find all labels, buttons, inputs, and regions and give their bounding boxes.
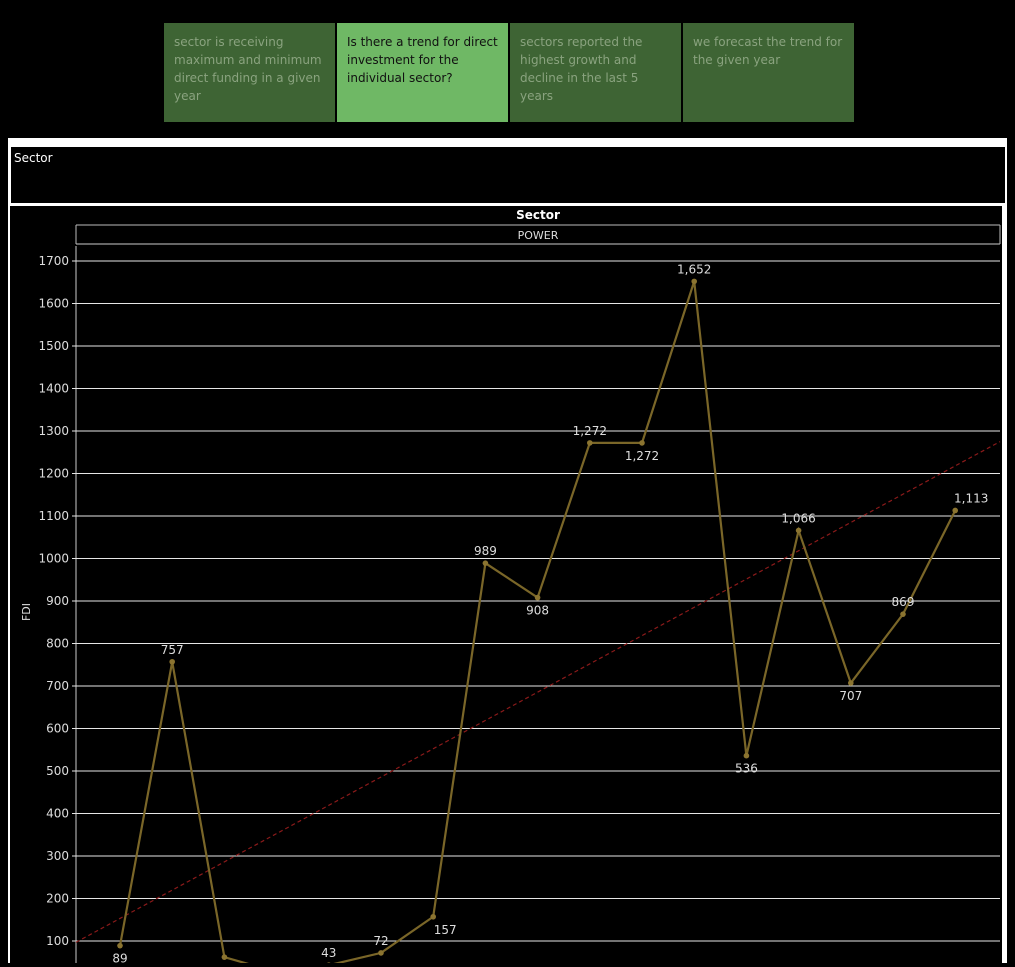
data-label: 1,066 [781, 511, 815, 525]
data-point [169, 658, 175, 665]
y-tick-label: 900 [46, 594, 69, 608]
tab-growth-decline[interactable]: sectors reported the highest growth and … [510, 23, 681, 122]
chart-area: Sector POWER FDI 100 200 300 400 500 600 700 80… [10, 206, 1002, 967]
y-tick-label: 100 [46, 934, 69, 948]
y-tick-label: 700 [46, 679, 69, 693]
trend-line [75, 441, 1001, 943]
y-tick-label: 800 [46, 637, 69, 651]
data-point [534, 594, 541, 601]
y-tick-label: 1500 [38, 339, 69, 353]
header-title: Sector [516, 208, 560, 222]
data-point [430, 913, 437, 920]
fdi-line-chart: Sector POWER FDI 100 200 300 400 500 600 700 80… [20, 208, 1001, 967]
data-point [482, 560, 489, 566]
data-label: 707 [839, 689, 862, 703]
data-label: 989 [474, 544, 497, 558]
data-label: 157 [434, 923, 457, 937]
data-point [952, 507, 958, 514]
data-label: 757 [161, 643, 184, 657]
data-point [691, 278, 697, 285]
data-label: 536 [735, 762, 758, 776]
y-tick-label: 1700 [38, 254, 69, 268]
data-point [900, 611, 906, 617]
tab-trend-direct-investment[interactable]: Is there a trend for direct investment f… [337, 23, 508, 122]
header-value: POWER [518, 229, 559, 242]
data-label: 72 [373, 934, 388, 948]
tab-forecast[interactable]: we forecast the trend for the given year [683, 23, 854, 122]
tab-max-min-funding[interactable]: sector is receiving maximum and minimum … [164, 23, 335, 122]
data-label: 43 [321, 946, 336, 960]
y-axis-title: FDI [20, 603, 33, 621]
series-line [118, 281, 957, 967]
y-tick-label: 1000 [38, 552, 69, 566]
data-label: 869 [892, 595, 915, 609]
data-label: 1,272 [573, 424, 607, 438]
y-tick-label: 1600 [38, 297, 69, 311]
data-label: 1,113 [954, 491, 988, 505]
data-point [587, 440, 593, 446]
y-tick-label: 300 [46, 849, 69, 863]
y-tick-label: 1400 [38, 382, 69, 396]
data-point [639, 440, 645, 446]
y-tick-label: 1200 [38, 467, 69, 481]
data-point [743, 752, 750, 759]
data-point [117, 942, 123, 949]
data-label: 1,652 [677, 262, 711, 276]
data-label: 908 [526, 604, 549, 618]
data-point [378, 950, 384, 956]
sector-filter[interactable]: Sector [11, 147, 1005, 203]
sector-filter-label: Sector [14, 151, 53, 165]
story-tabs: sector is receiving maximum and minimum … [164, 23, 854, 122]
data-point [221, 954, 228, 960]
y-tick-label: 600 [46, 722, 69, 736]
y-tick-label: 200 [46, 892, 69, 906]
y-tick-label: 400 [46, 807, 69, 821]
y-tick-label: 1100 [38, 509, 69, 523]
data-point [848, 680, 854, 686]
data-label: 1,272 [625, 449, 659, 463]
data-point [795, 527, 802, 534]
y-tick-label: 1300 [38, 424, 69, 438]
y-tick-label: 500 [46, 764, 69, 778]
data-label: 89 [112, 952, 127, 963]
